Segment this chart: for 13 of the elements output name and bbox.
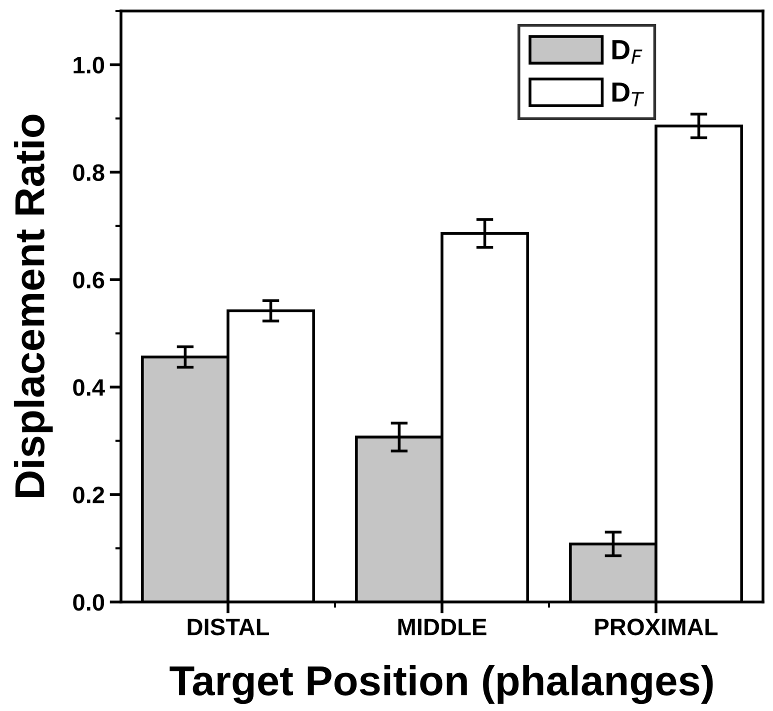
x-tick-label: PROXIMAL [595, 618, 718, 636]
y-axis-title: Displacement Ratio [14, 114, 53, 498]
legend-label: D$_{F}$ [612, 40, 642, 64]
y-tick-label: 0.6 [73, 272, 104, 288]
y-tick-label: 0.2 [73, 486, 104, 504]
x-tick-label: DISTAL [188, 618, 270, 636]
y-tick-label: 0.0 [73, 594, 104, 611]
y-tick-label: 0.4 [73, 379, 105, 396]
y-tick-label: 0.8 [73, 164, 104, 181]
legend-label: D$_{T}$ [612, 82, 644, 106]
x-axis-title: Target Position (phalanges) [170, 664, 713, 704]
y-tick-label: 1.0 [74, 56, 104, 74]
x-tick-label: MIDDLE [398, 618, 486, 636]
